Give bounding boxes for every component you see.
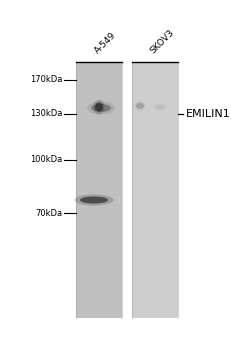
Ellipse shape [93, 100, 104, 114]
Text: 130kDa: 130kDa [30, 110, 62, 119]
Text: 170kDa: 170kDa [30, 76, 62, 84]
Ellipse shape [152, 103, 166, 111]
Ellipse shape [80, 196, 108, 203]
Text: 100kDa: 100kDa [30, 155, 62, 164]
Ellipse shape [87, 102, 115, 114]
Text: 70kDa: 70kDa [35, 209, 62, 217]
Text: A-549: A-549 [92, 30, 117, 55]
Bar [76, 62, 122, 318]
Ellipse shape [135, 103, 143, 109]
Bar [131, 62, 177, 318]
Ellipse shape [94, 103, 103, 112]
Ellipse shape [91, 104, 110, 112]
Ellipse shape [154, 105, 164, 110]
Text: SKOV3: SKOV3 [148, 28, 175, 55]
Text: EMILIN1: EMILIN1 [185, 109, 230, 119]
Ellipse shape [74, 194, 113, 205]
Ellipse shape [134, 101, 145, 111]
